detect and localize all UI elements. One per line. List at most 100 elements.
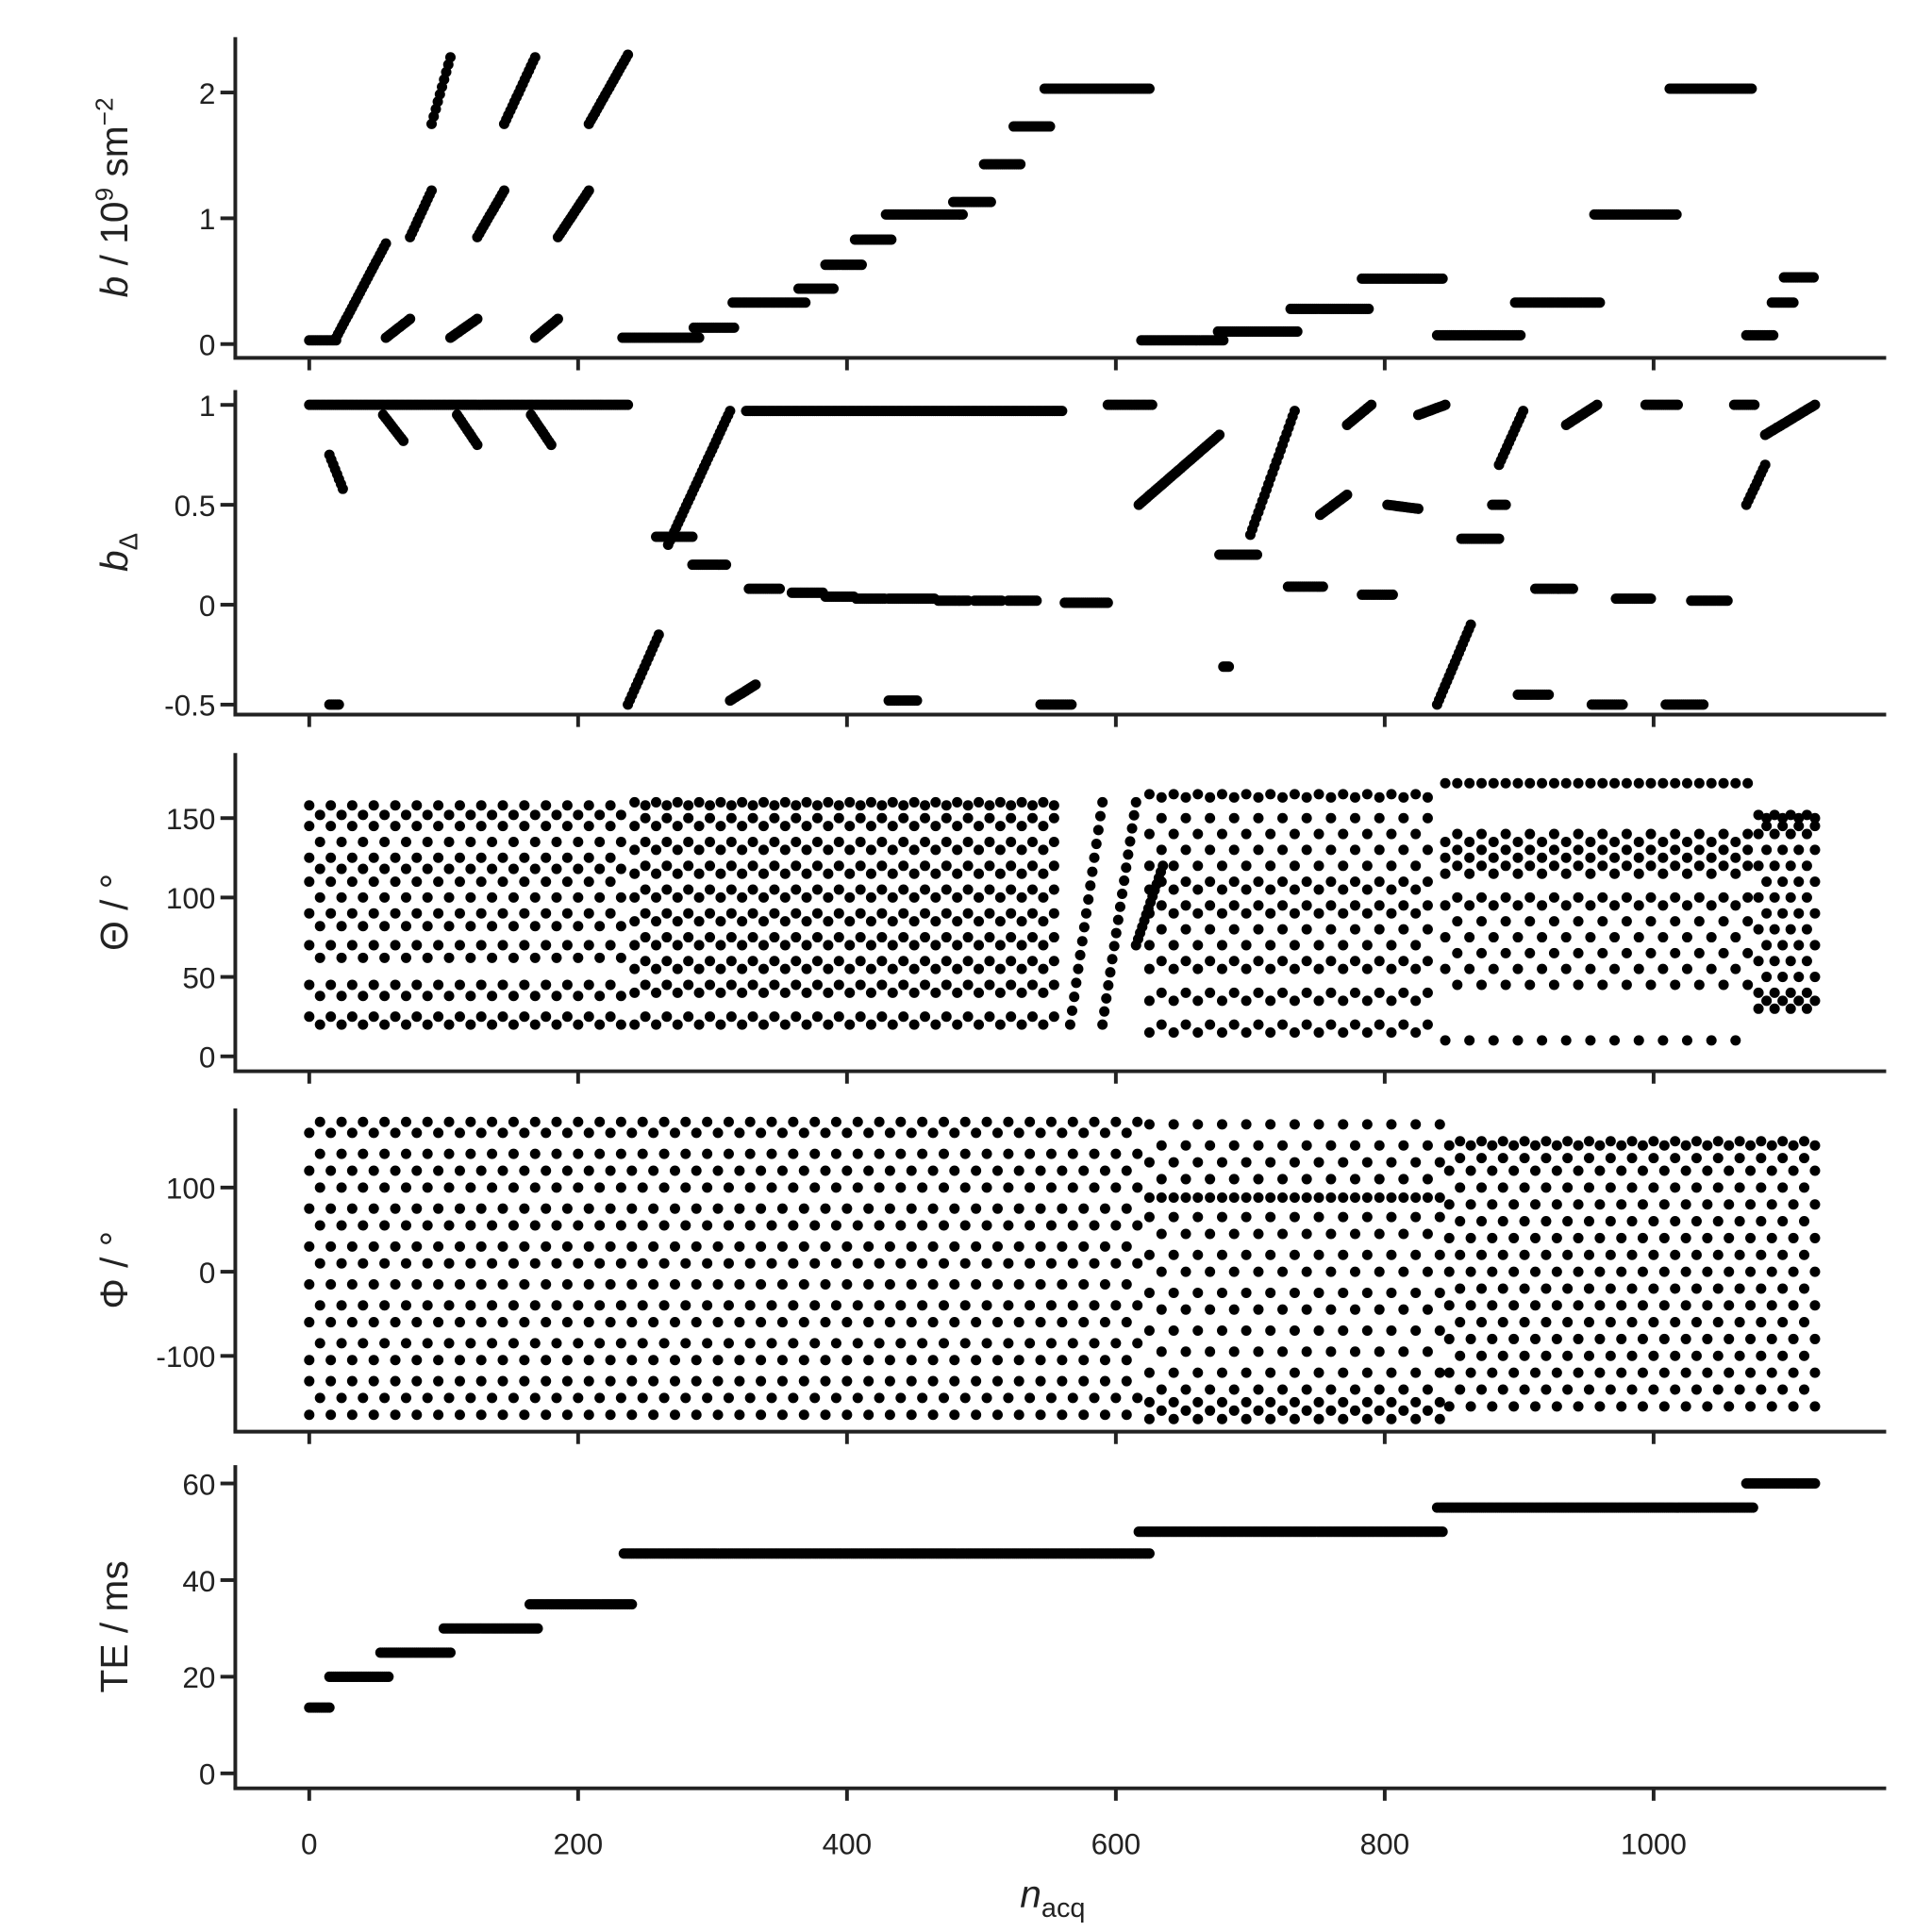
data-point (680, 1148, 691, 1159)
data-point (841, 1241, 853, 1252)
data-point (1048, 908, 1059, 919)
data-point (1788, 1232, 1799, 1243)
data-point (1066, 699, 1077, 710)
data-point (841, 1409, 853, 1421)
data-point (1265, 1249, 1276, 1260)
data-point (475, 979, 487, 991)
data-point (400, 991, 411, 1002)
data-point (1616, 1232, 1627, 1243)
data-point (750, 679, 761, 691)
data-point (379, 863, 391, 874)
data-point (1583, 1153, 1594, 1164)
data-point (1452, 916, 1463, 927)
data-point (1026, 908, 1039, 919)
data-point (1045, 1116, 1057, 1127)
data-point (1493, 533, 1505, 544)
data-point (1338, 940, 1349, 951)
data-point (844, 1019, 856, 1030)
data-point (1452, 777, 1463, 789)
data-point (747, 932, 758, 943)
data-point (465, 891, 476, 903)
data-point (519, 1127, 530, 1139)
data-point (704, 908, 716, 919)
data-point (898, 884, 909, 895)
data-point (1132, 1300, 1143, 1311)
data-point (1016, 1019, 1027, 1030)
data-point (959, 1300, 971, 1311)
data-point (529, 1116, 541, 1127)
data-point (1192, 1157, 1204, 1168)
data-point (693, 940, 705, 951)
data-point (1422, 1140, 1433, 1151)
data-point (734, 1127, 745, 1139)
data-point (1110, 1257, 1122, 1269)
data-point (1361, 940, 1373, 951)
data-point (411, 1127, 423, 1139)
data-point (1722, 595, 1733, 607)
data-point (801, 940, 812, 951)
data-point (930, 1019, 941, 1030)
data-point (626, 1355, 638, 1366)
data-point (984, 812, 995, 824)
data-point (1253, 956, 1264, 967)
data-point (1301, 1174, 1312, 1185)
data-point (949, 1203, 960, 1214)
data-point (541, 1241, 552, 1252)
data-point (1560, 852, 1572, 863)
data-point (1386, 884, 1397, 895)
data-point (1045, 1220, 1057, 1231)
data-point (368, 940, 379, 951)
data-point (1132, 1116, 1143, 1127)
data-point (991, 1279, 1003, 1291)
data-point (422, 1116, 433, 1127)
data-point (1374, 812, 1385, 824)
data-point (1205, 791, 1216, 803)
data-point (379, 1300, 391, 1311)
data-point (1192, 1211, 1204, 1223)
data-point (941, 812, 952, 824)
data-point (974, 821, 985, 832)
data-point (1777, 995, 1789, 1007)
data-point (1508, 1266, 1520, 1277)
data-point (475, 852, 487, 863)
data-point (1003, 1392, 1014, 1404)
data-point (1078, 1279, 1090, 1291)
data-point (304, 1165, 315, 1176)
data-point (433, 1409, 444, 1421)
data-point (725, 932, 737, 943)
data-point (1658, 1266, 1670, 1277)
data-point (1476, 1317, 1488, 1328)
data-point (1057, 1127, 1068, 1139)
data-point (691, 1127, 702, 1139)
data-point (820, 1203, 831, 1214)
data-point (304, 1011, 315, 1023)
data-point (1766, 1333, 1777, 1344)
data-point (1670, 860, 1681, 872)
data-point (788, 1392, 799, 1404)
data-point (1013, 1375, 1024, 1387)
data-point (629, 844, 641, 856)
data-point (1078, 1375, 1090, 1387)
data-point (1398, 924, 1409, 935)
data-point (304, 979, 315, 991)
data-point (661, 932, 673, 943)
data-point (1228, 1174, 1240, 1185)
data-point (876, 979, 888, 991)
data-point (981, 1116, 992, 1127)
data-point (508, 921, 519, 932)
phi-points (304, 1116, 1821, 1424)
data-point (687, 531, 698, 542)
data-point (400, 1300, 411, 1311)
data-point (1594, 1140, 1606, 1151)
data-point (779, 844, 791, 856)
data-point (841, 1317, 853, 1328)
data-point (788, 1182, 799, 1193)
data-point (498, 185, 509, 196)
data-point (1158, 860, 1169, 872)
data-point (1734, 1384, 1745, 1395)
data-point (1253, 1266, 1264, 1277)
data-point (1605, 1317, 1616, 1328)
data-point (1216, 1211, 1228, 1223)
data-point (1156, 924, 1167, 935)
data-point (962, 979, 974, 991)
